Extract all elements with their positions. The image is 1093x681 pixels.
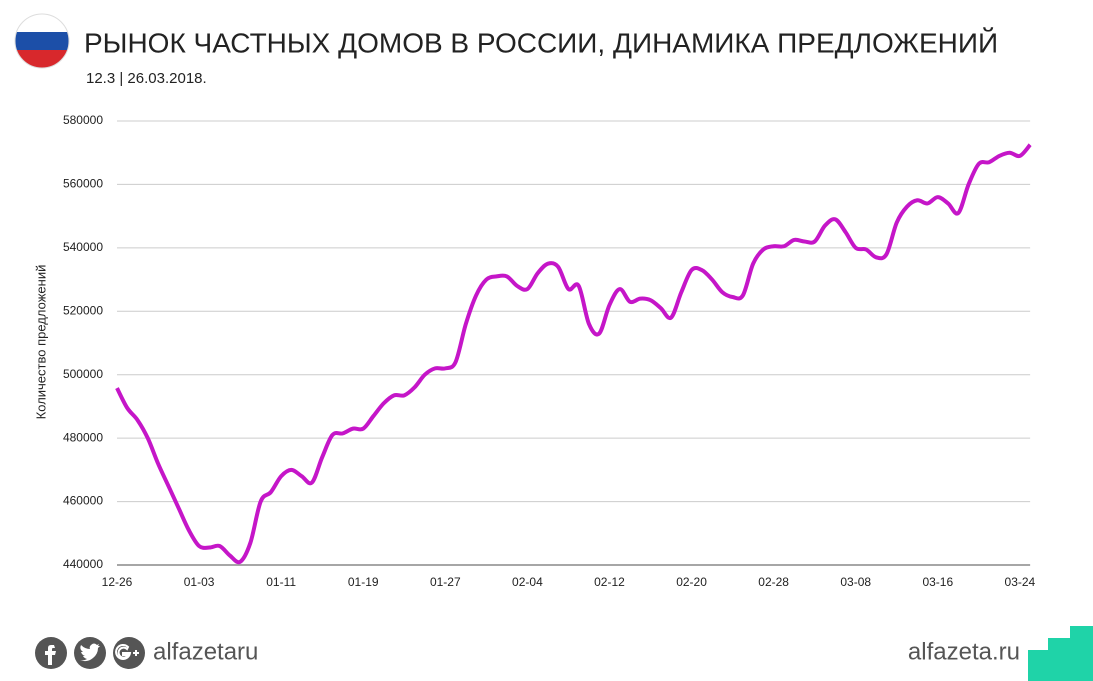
x-tick-label: 01-19 [348, 575, 379, 589]
y-tick-label: 580000 [63, 113, 103, 127]
line [115, 143, 1032, 565]
x-tick-label: 01-11 [266, 575, 296, 589]
footer-right: alfazeta.ru [908, 638, 1020, 665]
flag [14, 13, 70, 69]
x-tick-label: 03-08 [840, 575, 871, 589]
x-tick-label: 03-16 [922, 575, 953, 589]
y-tick-label: 440000 [63, 557, 103, 571]
y-tick-label: 540000 [63, 240, 103, 254]
x-tick-label: 02-12 [594, 575, 625, 589]
x-tick-label: 02-20 [676, 575, 707, 589]
y-axis-label: Количество предложений [33, 265, 48, 420]
y-tick-label: 480000 [63, 430, 103, 444]
footer-left: alfazetaru [153, 638, 258, 665]
chart-title: РЫНОК ЧАСТНЫХ ДОМОВ В РОССИИ, ДИНАМИКА П… [84, 27, 998, 58]
x-tick-label: 02-28 [758, 575, 789, 589]
x-tick-label: 01-03 [184, 575, 215, 589]
x-tick-label: 03-24 [1005, 575, 1036, 589]
social-icons [35, 637, 145, 669]
x-tick-label: 12-26 [102, 575, 133, 589]
corner-steps [1028, 626, 1093, 681]
x-tick-label: 02-04 [512, 575, 543, 589]
x-tick-label: 01-27 [430, 575, 461, 589]
y-tick-label: 560000 [63, 177, 103, 191]
y-tick-label: 500000 [63, 367, 103, 381]
y-tick-label: 520000 [63, 303, 103, 317]
y-tick-label: 460000 [63, 494, 103, 508]
chart-subtitle: 12.3 | 26.03.2018. [86, 70, 207, 87]
